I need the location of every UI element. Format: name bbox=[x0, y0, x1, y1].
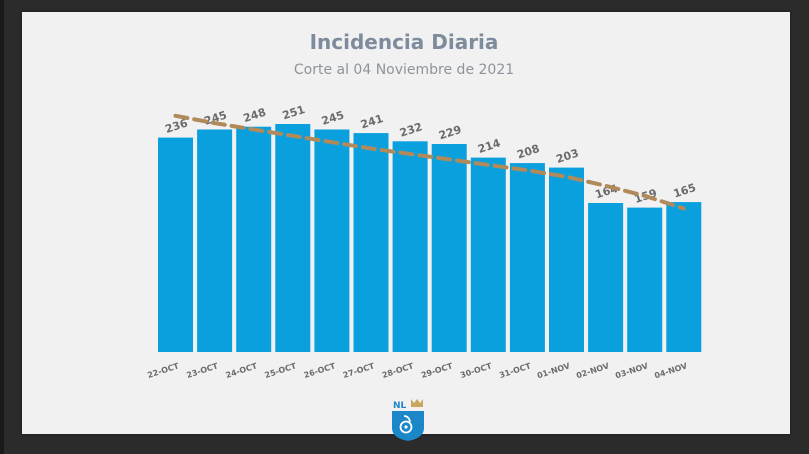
bar-27-oct bbox=[353, 133, 389, 352]
chart-subtitle: Corte al 04 Noviembre de 2021 bbox=[293, 62, 515, 78]
bar-04-nov bbox=[666, 202, 702, 352]
bar-02-nov bbox=[588, 203, 624, 352]
x-tick-labels-group: 22-OCT 23-OCT 24-OCT 25-OCT 26-OCT 27-OCT 28-O… bbox=[146, 361, 689, 380]
x-tick-label: 31-OCT bbox=[498, 361, 532, 380]
bar-25-oct bbox=[275, 124, 311, 352]
x-tick-label: 01-NOV bbox=[536, 361, 572, 380]
bars-group bbox=[158, 124, 702, 352]
trend-line bbox=[173, 113, 686, 211]
x-tick-label: 29-OCT bbox=[420, 361, 454, 380]
bar-29-oct bbox=[431, 144, 467, 352]
value-label: 203 bbox=[554, 147, 580, 166]
value-label: 245 bbox=[320, 108, 346, 127]
value-label: 165 bbox=[672, 181, 698, 200]
value-label: 229 bbox=[437, 123, 463, 142]
bar-26-oct bbox=[314, 129, 350, 352]
x-tick-label: 02-NOV bbox=[575, 361, 611, 380]
x-tick-label: 28-OCT bbox=[381, 361, 415, 380]
x-tick-label: 23-OCT bbox=[185, 361, 219, 380]
x-tick-label: 04-NOV bbox=[653, 361, 689, 380]
window-edge bbox=[0, 0, 4, 454]
value-label: 248 bbox=[242, 106, 268, 125]
value-label: 251 bbox=[281, 103, 307, 122]
x-tick-label: 26-OCT bbox=[303, 361, 337, 380]
x-tick-label: 27-OCT bbox=[342, 361, 376, 380]
x-tick-label: 30-OCT bbox=[459, 361, 493, 380]
bar-24-oct bbox=[236, 126, 272, 352]
bar-23-oct bbox=[197, 129, 233, 352]
value-label: 241 bbox=[359, 112, 385, 131]
bar-30-oct bbox=[470, 157, 506, 352]
value-label: 214 bbox=[476, 136, 502, 156]
x-tick-label: 03-NOV bbox=[614, 361, 650, 380]
bar-22-oct bbox=[158, 137, 193, 352]
x-tick-label: 24-OCT bbox=[225, 361, 259, 380]
bar-28-oct bbox=[392, 141, 428, 352]
nuevo-leon-shield-icon: NL bbox=[392, 399, 424, 441]
x-tick-label: 25-OCT bbox=[264, 361, 298, 380]
bar-03-nov bbox=[627, 207, 663, 352]
x-tick-label: 22-OCT bbox=[146, 361, 180, 380]
bar-01-nov bbox=[549, 167, 584, 352]
bar-31-oct bbox=[509, 163, 545, 352]
value-label: 208 bbox=[515, 142, 541, 161]
logo-text: NL bbox=[393, 401, 407, 411]
chart-title: Incidencia Diaria bbox=[309, 30, 499, 54]
trendline-group bbox=[173, 113, 686, 211]
value-label: 232 bbox=[398, 120, 424, 139]
